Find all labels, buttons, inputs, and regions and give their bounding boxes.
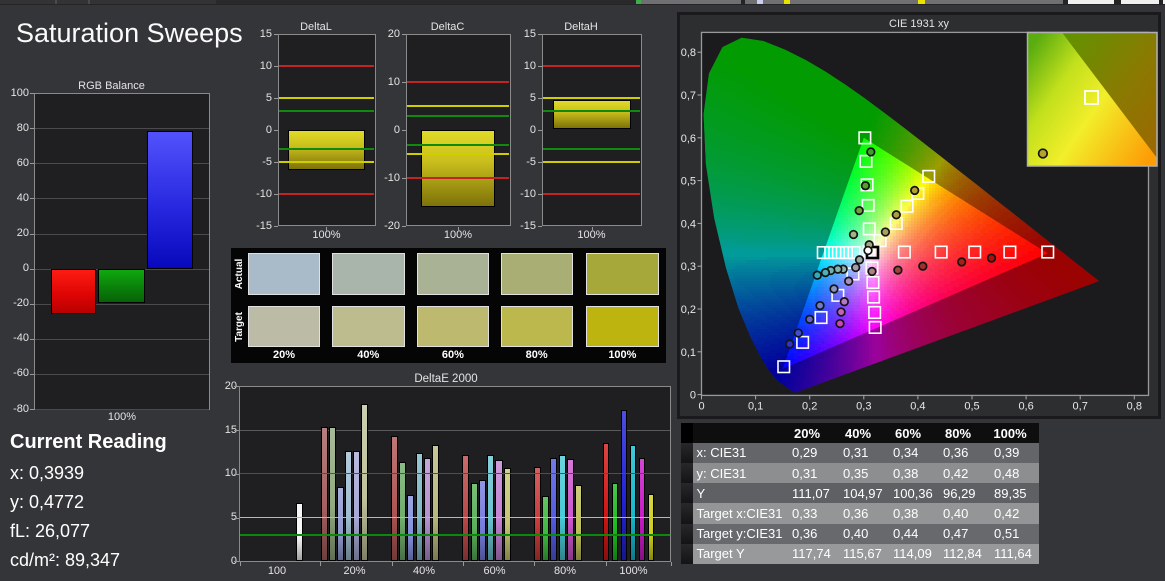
svg-text:0,5: 0,5 bbox=[681, 176, 696, 188]
svg-text:0,4: 0,4 bbox=[681, 218, 696, 230]
svg-text:0,4: 0,4 bbox=[910, 401, 925, 413]
svg-text:0,6: 0,6 bbox=[1018, 401, 1033, 413]
svg-text:0,8: 0,8 bbox=[1127, 401, 1142, 413]
svg-text:0,7: 0,7 bbox=[681, 90, 696, 102]
svg-text:0,2: 0,2 bbox=[802, 401, 817, 413]
svg-text:0,5: 0,5 bbox=[964, 401, 979, 413]
svg-text:0: 0 bbox=[690, 390, 696, 402]
svg-text:0,1: 0,1 bbox=[748, 401, 763, 413]
svg-text:0,8: 0,8 bbox=[681, 47, 696, 59]
svg-text:0,6: 0,6 bbox=[681, 133, 696, 145]
svg-text:0: 0 bbox=[698, 401, 704, 413]
svg-text:0,2: 0,2 bbox=[681, 304, 696, 316]
svg-text:0,1: 0,1 bbox=[681, 347, 696, 359]
svg-text:0,3: 0,3 bbox=[856, 401, 871, 413]
svg-text:0,7: 0,7 bbox=[1073, 401, 1088, 413]
svg-text:0,3: 0,3 bbox=[681, 261, 696, 273]
